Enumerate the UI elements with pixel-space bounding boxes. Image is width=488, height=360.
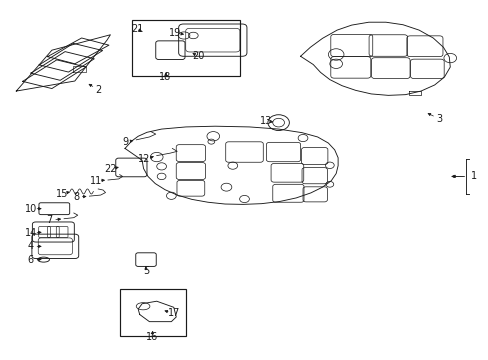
Text: 7: 7 xyxy=(46,215,53,225)
Text: 10: 10 xyxy=(25,204,37,214)
Text: 1: 1 xyxy=(469,171,476,181)
Text: 18: 18 xyxy=(159,72,171,82)
Text: 19: 19 xyxy=(169,28,181,38)
Text: 11: 11 xyxy=(89,176,102,186)
Text: 21: 21 xyxy=(131,24,143,35)
Text: 13: 13 xyxy=(260,116,272,126)
Text: 6: 6 xyxy=(28,255,34,265)
Bar xyxy=(132,21,239,76)
Text: 8: 8 xyxy=(73,192,79,202)
Bar xyxy=(120,289,185,336)
Text: 2: 2 xyxy=(95,85,101,95)
Text: 17: 17 xyxy=(167,309,180,318)
Text: 12: 12 xyxy=(138,154,150,164)
Text: 20: 20 xyxy=(192,51,204,61)
Text: 4: 4 xyxy=(28,241,34,251)
Text: 16: 16 xyxy=(145,332,158,342)
Text: 9: 9 xyxy=(122,138,128,147)
Text: 15: 15 xyxy=(55,189,68,199)
Text: 5: 5 xyxy=(142,266,149,276)
Text: 14: 14 xyxy=(25,228,37,238)
Text: 22: 22 xyxy=(104,164,117,174)
Text: 3: 3 xyxy=(436,114,442,124)
